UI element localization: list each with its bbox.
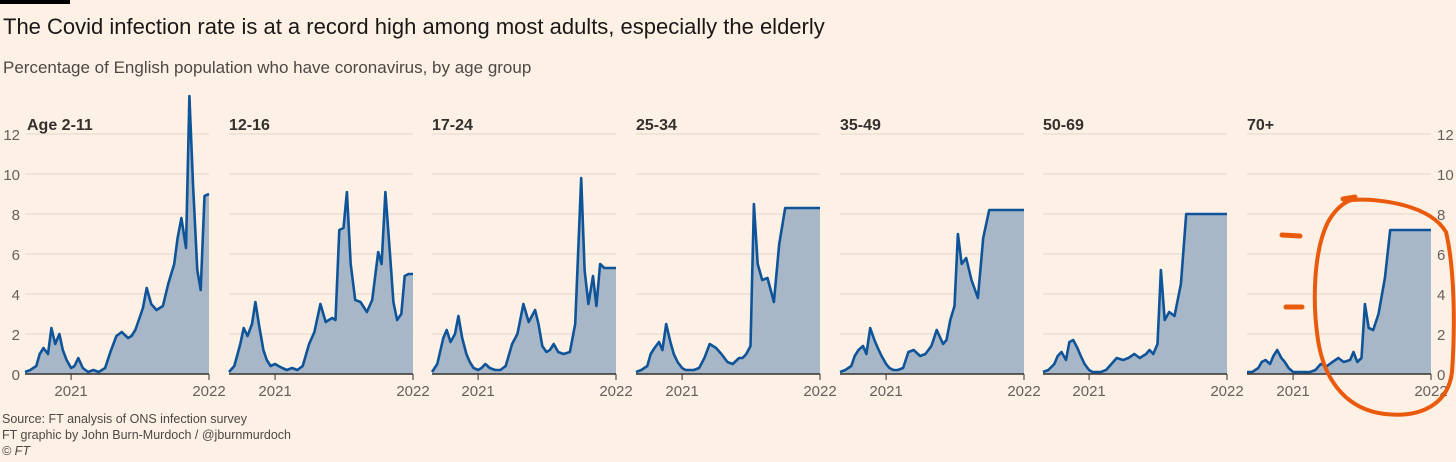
- series-area-25-34: [636, 204, 820, 374]
- y-tick-label-left: 4: [12, 287, 20, 304]
- panel-label: 17-24: [432, 117, 473, 134]
- y-tick-label-left: 2: [12, 327, 20, 344]
- series-line-17-24: [430, 176, 616, 373]
- series-area-50-69: [1043, 214, 1227, 374]
- y-tick-label-left: 8: [12, 207, 20, 224]
- panel-label: 35-49: [840, 117, 881, 134]
- y-tick-label-right: 0: [1437, 367, 1445, 384]
- brand-bar: [0, 0, 70, 4]
- panel-label: 25-34: [636, 117, 677, 134]
- x-tick-label: 2021: [258, 383, 291, 400]
- y-tick-label-left: 12: [3, 127, 20, 144]
- y-tick-label-right: 4: [1437, 287, 1445, 304]
- y-tick-label-right: 10: [1437, 167, 1454, 184]
- panel-label: 12-16: [229, 117, 270, 134]
- series-area-35-49: [840, 210, 1024, 374]
- x-tick-label: 2022: [803, 383, 836, 400]
- footer: Source: FT analysis of ONS infection sur…: [2, 411, 291, 459]
- x-tick-label: 2022: [396, 383, 429, 400]
- credit-note: FT graphic by John Burn-Murdoch / @jburn…: [2, 428, 291, 442]
- series-area-17-24: [432, 178, 616, 374]
- x-tick-label: 2021: [665, 383, 698, 400]
- y-tick-label-right: 12: [1437, 127, 1454, 144]
- series-area-70-: [1247, 230, 1431, 374]
- y-tick-label-right: 6: [1437, 247, 1445, 264]
- series-area-age-2-11: [25, 96, 209, 374]
- annotation-circle: [1312, 197, 1456, 417]
- chart-subtitle: Percentage of English population who hav…: [3, 58, 532, 77]
- x-tick-label: 2021: [1276, 383, 1309, 400]
- annotation-dash-upper: [1279, 232, 1303, 239]
- series-line-age-2-11: [24, 94, 210, 374]
- x-tick-label: 2021: [869, 383, 902, 400]
- series-line-50-69: [1042, 212, 1227, 374]
- x-tick-label: 2022: [1414, 383, 1447, 400]
- x-tick-label: 2021: [54, 383, 87, 400]
- chart-title: The Covid infection rate is at a record …: [3, 14, 825, 39]
- y-tick-label-left: 6: [12, 247, 20, 264]
- x-tick-label: 2022: [599, 383, 632, 400]
- y-tick-label-left: 10: [3, 167, 20, 184]
- x-tick-label: 2021: [461, 383, 494, 400]
- source-note: Source: FT analysis of ONS infection sur…: [2, 412, 248, 426]
- panel-label: 70+: [1247, 117, 1274, 134]
- series-area-12-16: [229, 192, 413, 374]
- annotation-circle-start: [1340, 194, 1358, 202]
- x-tick-label: 2022: [1007, 383, 1040, 400]
- x-tick-label: 2021: [1072, 383, 1105, 400]
- copyright-note: © FT: [2, 444, 30, 458]
- series-line-12-16: [228, 190, 413, 373]
- panel-label: 50-69: [1043, 117, 1084, 134]
- x-tick-label: 2022: [192, 383, 225, 400]
- series-line-25-34: [635, 202, 820, 374]
- x-tick-label: 2022: [1210, 383, 1243, 400]
- panel-label: Age 2-11: [27, 117, 93, 134]
- series-line-35-49: [839, 208, 1024, 374]
- series-line-70-: [1247, 228, 1431, 374]
- y-tick-label-right: 2: [1437, 327, 1445, 344]
- y-tick-label-left: 0: [12, 367, 20, 384]
- y-tick-label-right: 8: [1437, 207, 1445, 224]
